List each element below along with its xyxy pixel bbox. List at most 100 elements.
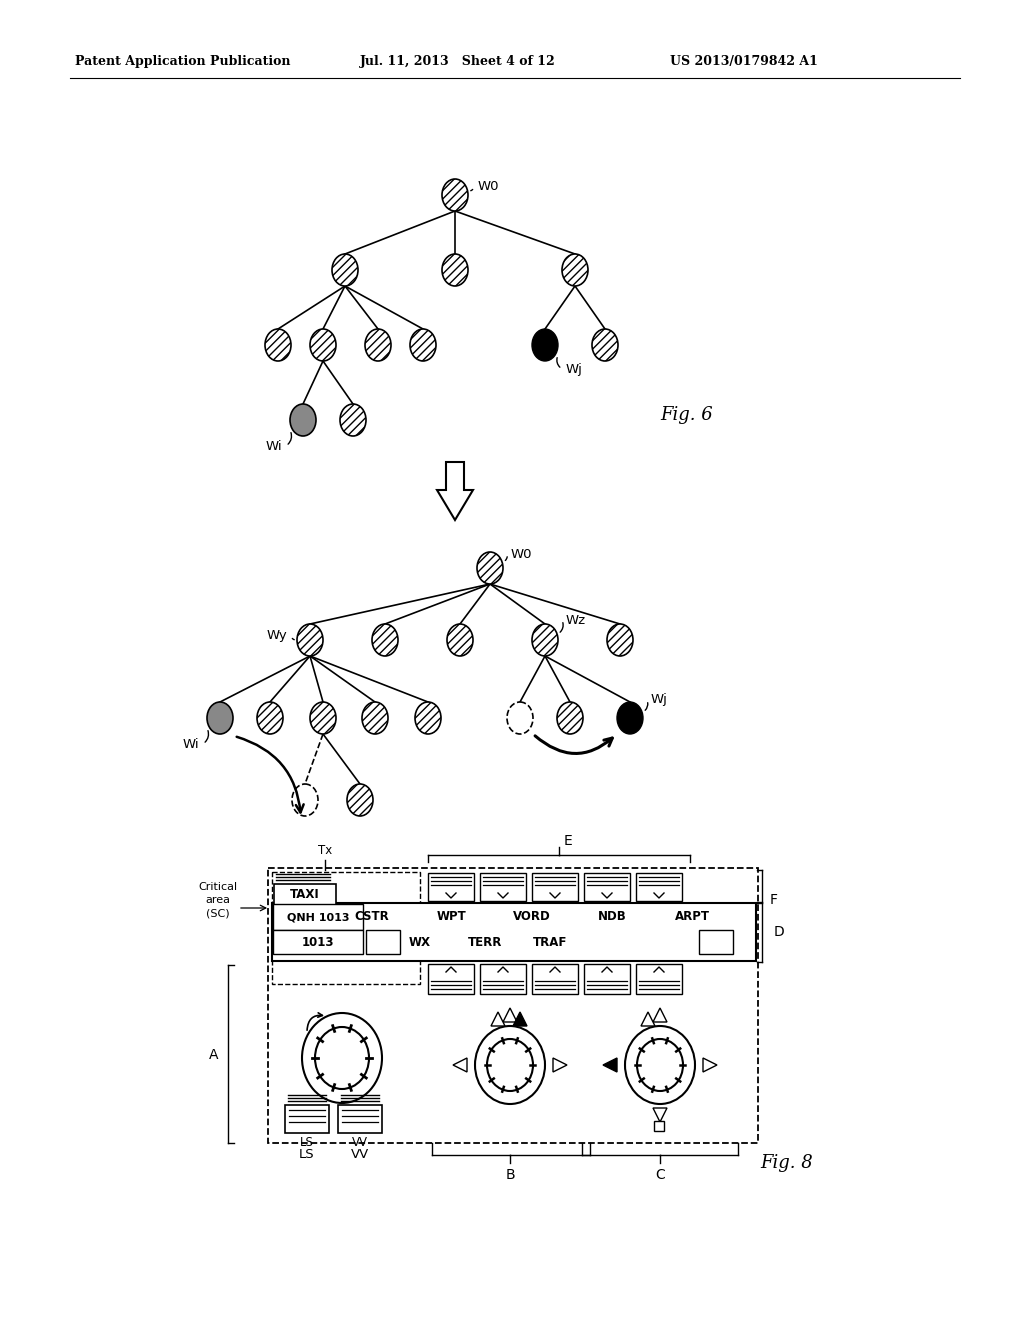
FancyBboxPatch shape: [428, 873, 474, 902]
Ellipse shape: [310, 702, 336, 734]
Polygon shape: [603, 1059, 617, 1072]
Ellipse shape: [265, 329, 291, 360]
FancyArrowPatch shape: [237, 737, 304, 812]
Ellipse shape: [447, 624, 473, 656]
Text: TERR: TERR: [468, 936, 502, 949]
Text: A: A: [209, 1048, 218, 1063]
Text: Wz: Wz: [566, 614, 586, 627]
Text: TRAF: TRAF: [532, 936, 567, 949]
FancyArrowPatch shape: [307, 1012, 323, 1030]
FancyBboxPatch shape: [584, 964, 630, 994]
FancyArrowPatch shape: [560, 623, 563, 632]
Ellipse shape: [315, 1027, 369, 1089]
Ellipse shape: [532, 624, 558, 656]
Ellipse shape: [302, 1012, 382, 1104]
Text: Jul. 11, 2013   Sheet 4 of 12: Jul. 11, 2013 Sheet 4 of 12: [360, 55, 556, 69]
FancyBboxPatch shape: [285, 1105, 329, 1133]
Polygon shape: [703, 1059, 717, 1072]
Ellipse shape: [207, 702, 233, 734]
Text: QNH 1013: QNH 1013: [287, 912, 349, 921]
Text: B: B: [505, 1168, 515, 1181]
Text: Wj: Wj: [566, 363, 583, 375]
Polygon shape: [513, 1012, 527, 1026]
Text: VV: VV: [351, 1148, 369, 1162]
Text: F: F: [770, 894, 778, 907]
FancyArrowPatch shape: [557, 358, 560, 367]
Text: D: D: [774, 925, 784, 939]
Ellipse shape: [297, 624, 323, 656]
FancyBboxPatch shape: [273, 931, 362, 954]
Text: Wy: Wy: [266, 630, 287, 643]
Polygon shape: [453, 1059, 467, 1072]
Ellipse shape: [532, 329, 558, 360]
Polygon shape: [653, 1008, 667, 1022]
FancyBboxPatch shape: [532, 964, 578, 994]
Bar: [654, 1121, 664, 1131]
Text: Fig. 8: Fig. 8: [760, 1154, 813, 1172]
Ellipse shape: [372, 624, 398, 656]
FancyBboxPatch shape: [273, 904, 362, 931]
Polygon shape: [653, 1107, 667, 1122]
Ellipse shape: [442, 180, 468, 211]
FancyArrowPatch shape: [205, 730, 209, 742]
Ellipse shape: [340, 404, 366, 436]
Text: Wj: Wj: [651, 693, 668, 706]
Text: ARPT: ARPT: [675, 911, 710, 924]
Text: Wi: Wi: [182, 738, 199, 751]
Text: 1013: 1013: [302, 936, 334, 949]
Text: C: C: [655, 1168, 665, 1181]
Text: TAXI: TAXI: [290, 888, 319, 902]
FancyBboxPatch shape: [274, 884, 336, 906]
FancyArrowPatch shape: [536, 735, 612, 754]
Text: NDB: NDB: [598, 911, 627, 924]
Text: E: E: [563, 834, 572, 847]
Ellipse shape: [257, 702, 283, 734]
FancyBboxPatch shape: [272, 903, 756, 961]
FancyBboxPatch shape: [699, 931, 733, 954]
Ellipse shape: [617, 702, 643, 734]
Ellipse shape: [332, 253, 358, 286]
Ellipse shape: [477, 552, 503, 583]
Text: Patent Application Publication: Patent Application Publication: [75, 55, 291, 69]
FancyBboxPatch shape: [268, 869, 758, 1143]
FancyBboxPatch shape: [584, 873, 630, 902]
Text: WX: WX: [409, 936, 431, 949]
Ellipse shape: [347, 784, 373, 816]
Text: W0: W0: [511, 548, 532, 561]
FancyBboxPatch shape: [532, 873, 578, 902]
Text: LS: LS: [299, 1148, 314, 1162]
FancyArrowPatch shape: [505, 557, 507, 561]
Polygon shape: [553, 1059, 567, 1072]
Text: CSTR: CSTR: [354, 911, 389, 924]
Text: VORD: VORD: [513, 911, 551, 924]
Polygon shape: [503, 1008, 517, 1022]
Ellipse shape: [310, 329, 336, 360]
FancyBboxPatch shape: [636, 873, 682, 902]
FancyArrowPatch shape: [288, 433, 292, 444]
Ellipse shape: [365, 329, 391, 360]
Ellipse shape: [415, 702, 441, 734]
Text: Critical
area
(SC): Critical area (SC): [199, 882, 238, 919]
Text: Wi: Wi: [265, 440, 282, 453]
Polygon shape: [490, 1012, 505, 1026]
Text: VV: VV: [352, 1137, 368, 1150]
Text: Tx: Tx: [317, 843, 332, 857]
Ellipse shape: [292, 784, 318, 816]
Ellipse shape: [290, 404, 316, 436]
Ellipse shape: [607, 624, 633, 656]
Text: Fig. 6: Fig. 6: [660, 407, 713, 424]
FancyBboxPatch shape: [636, 964, 682, 994]
Polygon shape: [437, 462, 473, 520]
Ellipse shape: [442, 253, 468, 286]
Ellipse shape: [487, 1039, 534, 1092]
Text: LS: LS: [300, 1137, 314, 1150]
Ellipse shape: [557, 702, 583, 734]
Ellipse shape: [625, 1026, 695, 1104]
Text: US 2013/0179842 A1: US 2013/0179842 A1: [670, 55, 818, 69]
FancyBboxPatch shape: [480, 964, 526, 994]
Ellipse shape: [410, 329, 436, 360]
FancyBboxPatch shape: [272, 873, 420, 983]
FancyBboxPatch shape: [366, 931, 400, 954]
Ellipse shape: [362, 702, 388, 734]
Ellipse shape: [562, 253, 588, 286]
